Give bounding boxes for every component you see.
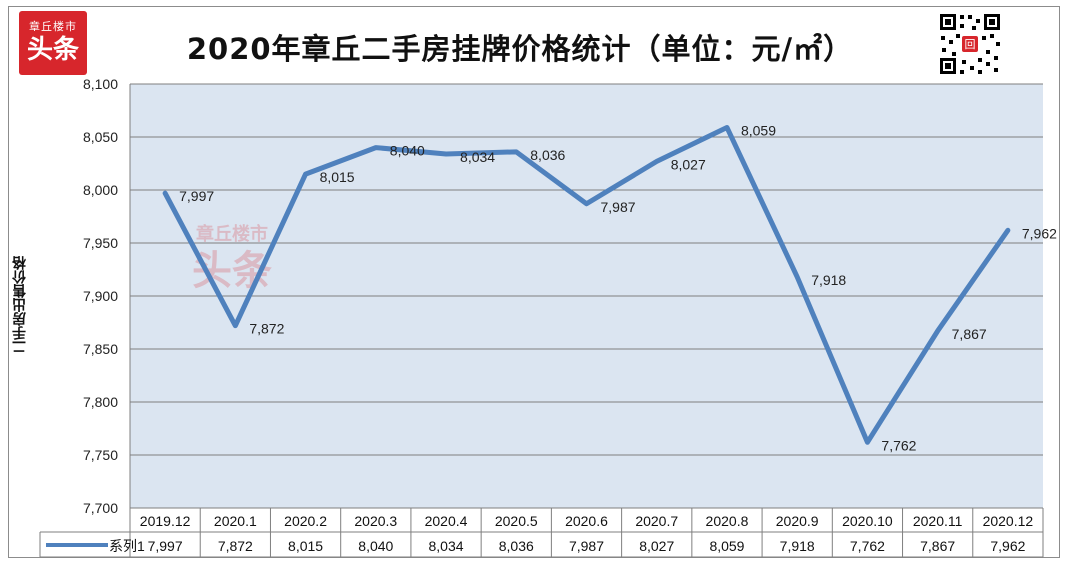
- x-tick-label: 2020.6: [565, 513, 608, 529]
- y-tick-label: 7,950: [83, 235, 118, 251]
- qr-badge-label: 回: [965, 38, 976, 51]
- table-value-cell: 8,015: [288, 538, 323, 554]
- x-tick-label: 2020.4: [425, 513, 468, 529]
- chart-title: 2020年章丘二手房挂牌价格统计（单位：元/㎡）: [186, 32, 854, 66]
- data-label: 7,962: [1022, 225, 1057, 241]
- y-tick-label: 7,800: [83, 394, 118, 410]
- y-tick-label: 8,100: [83, 76, 118, 92]
- data-label: 8,015: [320, 169, 355, 185]
- data-point: [515, 151, 517, 153]
- data-point: [375, 147, 377, 149]
- x-tick-label: 2020.12: [983, 513, 1034, 529]
- data-label: 7,918: [811, 272, 846, 288]
- x-tick-label: 2020.10: [842, 513, 893, 529]
- data-label: 7,867: [952, 326, 987, 342]
- x-tick-label: 2020.2: [284, 513, 327, 529]
- data-point: [445, 153, 447, 155]
- table-value-cell: 8,036: [499, 538, 534, 554]
- data-point: [656, 160, 658, 162]
- watermark-subtitle: 章丘楼市: [196, 223, 268, 245]
- data-point: [726, 126, 728, 128]
- data-point: [796, 276, 798, 278]
- data-point: [234, 325, 236, 327]
- data-label: 8,027: [671, 156, 706, 172]
- data-label: 8,059: [741, 122, 776, 138]
- y-tick-label: 8,050: [83, 129, 118, 145]
- x-tick-label: 2020.11: [913, 513, 963, 529]
- table-value-cell: 8,059: [709, 538, 744, 554]
- y-tick-label: 7,700: [83, 500, 118, 516]
- data-point: [305, 173, 307, 175]
- table-value-cell: 8,027: [639, 538, 674, 554]
- table-value-cell: 8,034: [429, 538, 464, 554]
- data-label: 7,987: [601, 199, 636, 215]
- data-label: 8,040: [390, 143, 425, 159]
- logo-subtitle: 章丘楼市: [29, 20, 77, 33]
- data-point: [937, 330, 939, 332]
- data-point: [866, 441, 868, 443]
- data-label: 8,034: [460, 149, 495, 165]
- x-tick-label: 2020.5: [495, 513, 538, 529]
- y-tick-label: 7,750: [83, 447, 118, 463]
- table-value-cell: 7,867: [920, 538, 955, 554]
- legend-label: 系列1: [109, 538, 145, 554]
- x-tick-label: 2020.9: [776, 513, 819, 529]
- logo-title: 头条: [26, 35, 79, 65]
- data-label: 7,762: [881, 437, 916, 453]
- x-tick-label: 2020.3: [354, 513, 397, 529]
- y-tick-label: 7,900: [83, 288, 118, 304]
- y-tick-label: 7,850: [83, 341, 118, 357]
- x-tick-label: 2020.7: [635, 513, 678, 529]
- data-label: 7,872: [249, 321, 284, 337]
- x-tick-label: 2020.8: [706, 513, 749, 529]
- watermark: 章丘楼市 头条: [192, 223, 272, 294]
- x-tick-label: 2019.12: [140, 513, 191, 529]
- data-point: [1007, 229, 1009, 231]
- table-value-cell: 7,987: [569, 538, 604, 554]
- table-value-cell: 7,762: [850, 538, 885, 554]
- qr-code-icon: 回: [938, 12, 1002, 76]
- data-label: 8,036: [530, 147, 565, 163]
- data-point: [586, 203, 587, 205]
- y-tick-label: 8,000: [83, 182, 118, 198]
- brand-logo: 章丘楼市 头条: [19, 11, 87, 75]
- table-value-cell: 7,872: [218, 538, 253, 554]
- table-value-cell: 8,040: [358, 538, 393, 554]
- x-tick-label: 2020.1: [214, 513, 257, 529]
- table-value-cell: 7,962: [990, 538, 1025, 554]
- data-point: [164, 192, 166, 194]
- table-value-cell: 7,997: [148, 538, 183, 554]
- data-label: 7,997: [179, 188, 214, 204]
- table-value-cell: 7,918: [780, 538, 815, 554]
